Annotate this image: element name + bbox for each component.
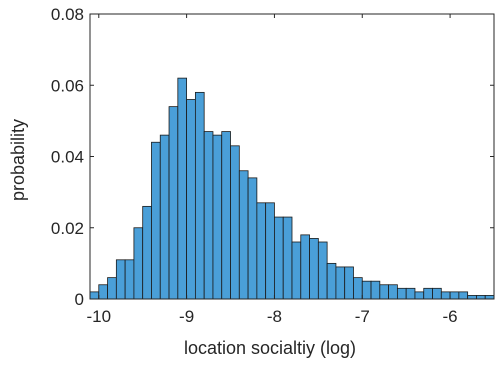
histogram-bar [247, 177, 258, 300]
histogram-bar [405, 287, 416, 300]
x-tick-label: -6 [443, 307, 458, 326]
x-tick-label: -10 [86, 307, 111, 326]
y-tick-label: 0 [75, 290, 84, 309]
bars-layer [89, 77, 495, 300]
histogram-bar [432, 287, 442, 300]
histogram-bar [238, 170, 249, 300]
histogram-bar [423, 287, 433, 300]
histogram-bar [282, 216, 293, 300]
histogram-bar [168, 106, 179, 300]
histogram-bar [309, 238, 319, 300]
histogram-bar [142, 205, 152, 300]
y-axis-label: probability [8, 119, 28, 201]
y-tick-label: 0.06 [51, 76, 84, 95]
histogram-bar [353, 277, 363, 300]
histogram-bar [440, 291, 451, 300]
ticks-layer: -10 -9 -8 -7 -6 0 0.02 0.04 0.06 0.08 [51, 5, 494, 326]
histogram-bar [335, 266, 346, 300]
histogram-bar [194, 91, 205, 300]
histogram-bar [317, 241, 328, 300]
histogram-bar [361, 280, 372, 300]
histogram-bar [458, 291, 469, 300]
histogram-bar [291, 241, 302, 300]
histogram-bar [344, 266, 354, 300]
histogram-bar [151, 141, 161, 300]
histogram-bar [388, 284, 398, 300]
histogram-bar [212, 134, 223, 300]
histogram-bar [203, 131, 214, 300]
y-tick-label: 0.04 [51, 148, 84, 167]
histogram-bar [221, 131, 231, 300]
x-tick-label: -8 [267, 307, 282, 326]
histogram-bar [396, 287, 407, 300]
histogram-bar [300, 234, 310, 300]
histogram-bar [379, 284, 390, 300]
x-tick-label: -7 [355, 307, 370, 326]
histogram-bar [467, 295, 477, 300]
histogram-bar [414, 291, 425, 300]
x-tick-label: -9 [179, 307, 194, 326]
histogram-bar [124, 259, 135, 300]
histogram-bar [476, 295, 486, 300]
histogram-bar [326, 262, 337, 300]
histogram-bar [159, 134, 170, 300]
histogram-bar [107, 277, 117, 300]
histogram-bar [133, 227, 144, 300]
histogram-bar [370, 280, 381, 300]
histogram-bar [230, 145, 240, 300]
y-tick-label: 0.08 [51, 5, 84, 24]
histogram-bar [89, 291, 100, 300]
x-axis-label: location socialtiy (log) [184, 338, 356, 358]
histogram-bar [256, 202, 267, 300]
histogram-bar [484, 295, 495, 300]
histogram-bar [98, 284, 108, 300]
histogram-bar [265, 202, 275, 300]
histogram-bar [186, 99, 196, 300]
histogram-bar [115, 259, 126, 300]
histogram-bar [274, 216, 284, 300]
histogram-bar [177, 77, 188, 300]
y-tick-label: 0.02 [51, 219, 84, 238]
histogram-bar [449, 291, 460, 300]
